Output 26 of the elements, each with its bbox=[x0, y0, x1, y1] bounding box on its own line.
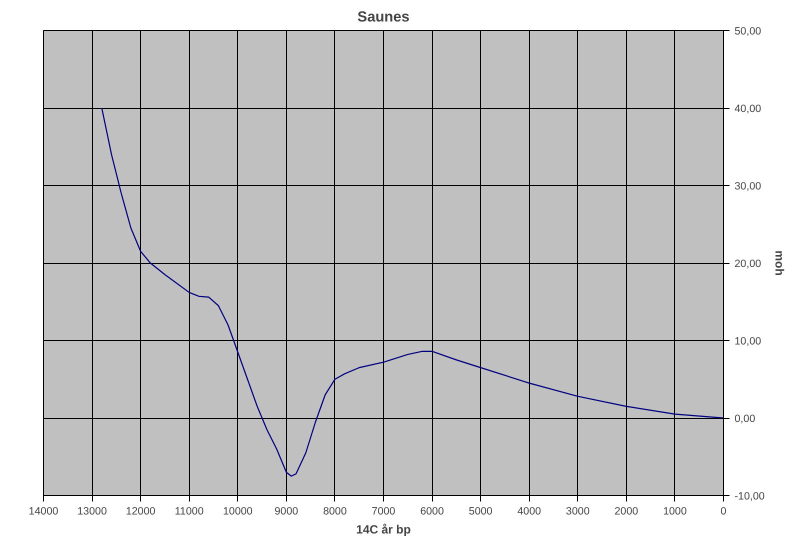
chart-title: Saunes bbox=[357, 10, 410, 26]
x-tick-label: 2000 bbox=[614, 506, 638, 518]
x-tick-label: 7000 bbox=[372, 506, 396, 518]
y-tick-label: 50,00 bbox=[734, 26, 762, 38]
x-tick-label: 8000 bbox=[323, 506, 347, 518]
x-tick-label: 0 bbox=[720, 506, 727, 518]
x-tick-label: 11000 bbox=[174, 506, 204, 518]
y-tick-label: 10,00 bbox=[734, 336, 762, 348]
x-tick-label: 6000 bbox=[420, 506, 444, 518]
x-tick-label: 13000 bbox=[77, 506, 107, 518]
x-axis-title: 14C år bp bbox=[356, 522, 411, 536]
y-tick-label: 0,00 bbox=[734, 413, 756, 425]
y-tick-label: 20,00 bbox=[734, 258, 762, 270]
y-tick-label: 30,00 bbox=[734, 180, 762, 192]
y-axis-title: moh bbox=[772, 250, 787, 276]
x-tick-label: 1000 bbox=[663, 506, 687, 518]
x-tick-label: 3000 bbox=[566, 506, 590, 518]
x-tick-label: 4000 bbox=[517, 506, 542, 518]
x-tick-label: 9000 bbox=[274, 506, 298, 518]
x-tick-label: 5000 bbox=[468, 506, 493, 518]
line-series bbox=[101, 107, 724, 477]
y-tick-label: 40,00 bbox=[734, 103, 762, 115]
y-tick-label: -10,00 bbox=[734, 490, 765, 502]
x-tick-label: 14000 bbox=[28, 506, 58, 518]
x-tick-label: 10000 bbox=[222, 506, 253, 518]
x-tick-label: 12000 bbox=[126, 506, 156, 518]
